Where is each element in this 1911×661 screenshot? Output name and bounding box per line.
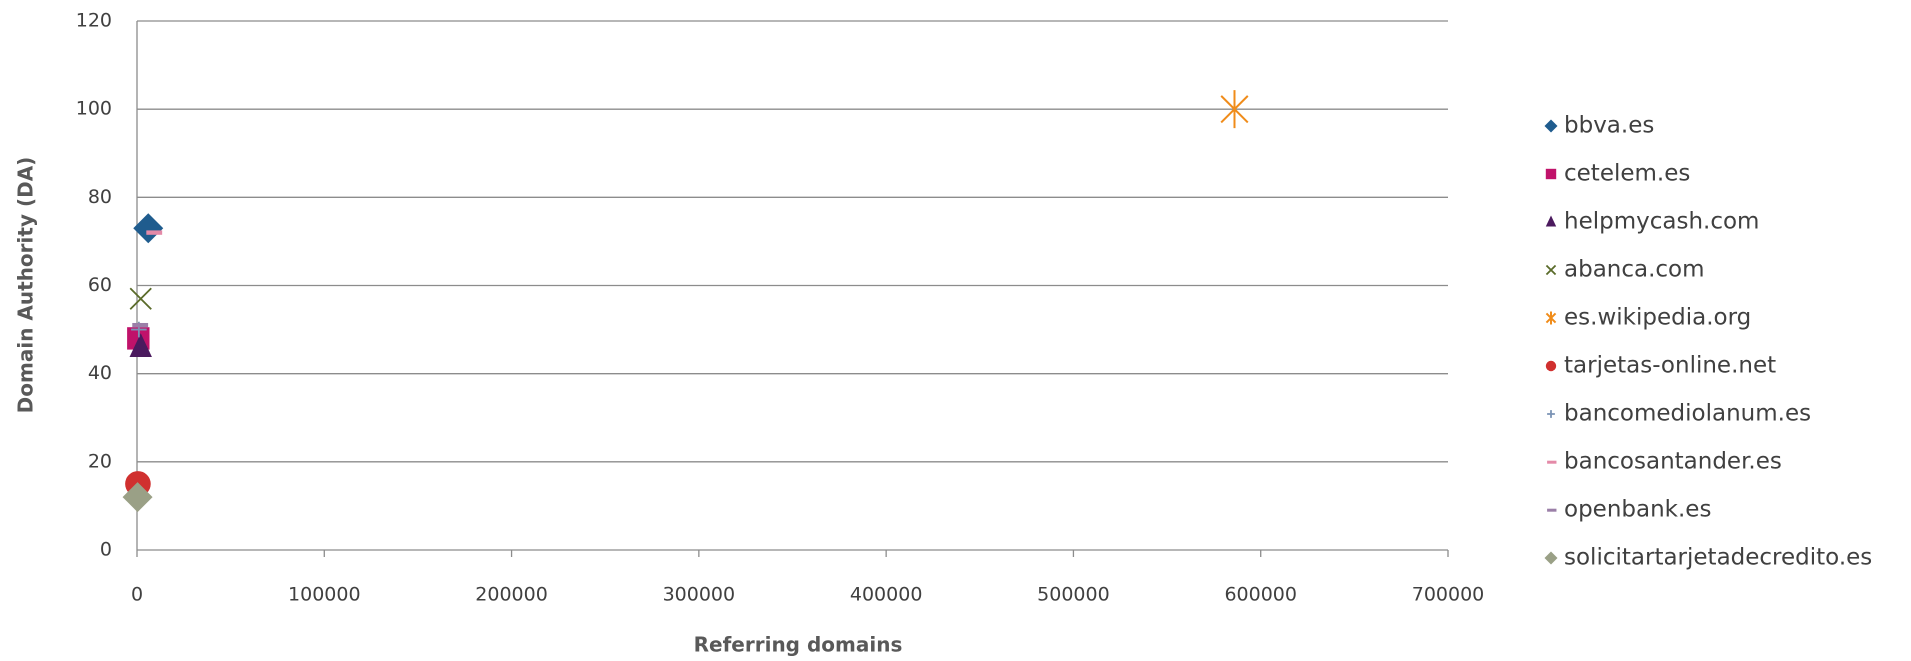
legend-label: bancosantander.es bbox=[1564, 449, 1782, 475]
y-tick-label: 0 bbox=[100, 539, 112, 561]
x-tick-label: 400000 bbox=[850, 584, 923, 606]
y-tick-label: 120 bbox=[76, 10, 112, 32]
x-tick-label: 300000 bbox=[663, 584, 736, 606]
legend-marker bbox=[1547, 410, 1555, 418]
x-tick-label: 700000 bbox=[1412, 584, 1485, 606]
y-tick-label: 40 bbox=[88, 362, 112, 384]
data-point bbox=[133, 213, 164, 244]
legend-marker bbox=[1545, 215, 1557, 227]
x-tick-label: 600000 bbox=[1224, 584, 1297, 606]
legend-label: cetelem.es bbox=[1564, 161, 1690, 187]
legend-label: bbva.es bbox=[1564, 113, 1654, 139]
x-tick-label: 500000 bbox=[1037, 584, 1110, 606]
legend-label: openbank.es bbox=[1564, 497, 1711, 523]
x-axis-title: Referring domains bbox=[694, 633, 903, 657]
legend-marker bbox=[1545, 360, 1557, 372]
data-point bbox=[1220, 90, 1249, 129]
x-tick-label: 100000 bbox=[288, 584, 361, 606]
legend-label: abanca.com bbox=[1564, 257, 1705, 283]
legend-label: bancomediolanum.es bbox=[1564, 401, 1811, 427]
legend-label: tarjetas-online.net bbox=[1564, 353, 1776, 379]
data-point bbox=[146, 230, 163, 235]
legend-marker bbox=[1547, 460, 1557, 464]
legend-label: helpmycash.com bbox=[1564, 209, 1759, 235]
x-tick-label: 0 bbox=[131, 584, 143, 606]
x-tick-label: 200000 bbox=[475, 584, 548, 606]
y-tick-label: 20 bbox=[88, 450, 112, 472]
legend-marker bbox=[1547, 508, 1557, 512]
legend-marker bbox=[1545, 311, 1557, 325]
legend-label: solicitartarjetadecredito.es bbox=[1564, 545, 1872, 571]
data-point bbox=[129, 287, 152, 310]
y-axis-title: Domain Authority (DA) bbox=[14, 157, 38, 414]
legend-marker bbox=[1545, 264, 1557, 276]
data-point bbox=[132, 322, 149, 328]
data-point bbox=[122, 482, 153, 513]
legend-marker bbox=[1545, 168, 1557, 180]
legend-label: es.wikipedia.org bbox=[1564, 305, 1751, 331]
legend-marker bbox=[1544, 119, 1558, 133]
y-tick-label: 100 bbox=[76, 98, 112, 120]
data-point bbox=[129, 333, 152, 358]
y-tick-label: 60 bbox=[88, 274, 112, 296]
y-tick-label: 80 bbox=[88, 186, 112, 208]
legend-marker bbox=[1544, 551, 1558, 565]
